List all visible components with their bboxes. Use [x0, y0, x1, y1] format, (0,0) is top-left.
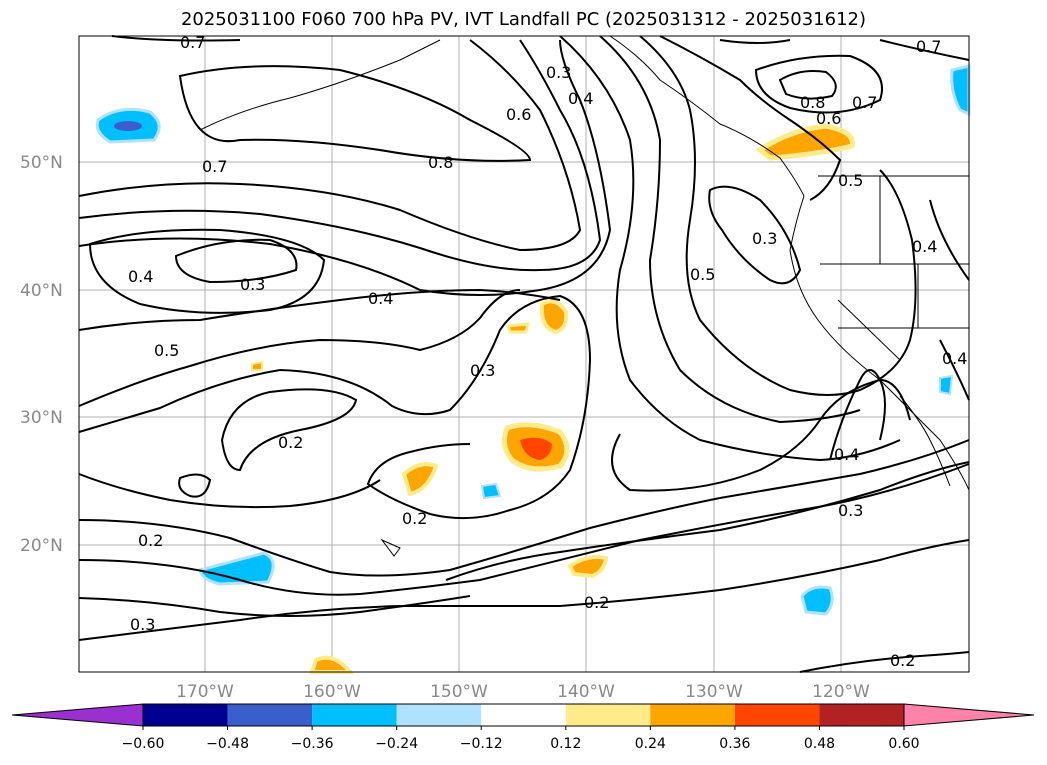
colorbar-extend-high [903, 703, 1035, 727]
contour-label: 0.3 [838, 501, 863, 520]
contour-label: 0.2 [278, 433, 303, 452]
colorbar-tick-label: 0.60 [888, 736, 919, 752]
contour-label: 0.5 [690, 265, 715, 284]
longitude-labels: 170°W 160°W 150°W 140°W 130°W 120°W [176, 682, 870, 702]
contour-label: 0.6 [816, 109, 841, 128]
contour-label: 0.2 [402, 509, 427, 528]
coastlines [199, 35, 970, 557]
lon-label: 150°W [430, 682, 488, 702]
colorbar-swatch [650, 704, 735, 726]
contour-label: 0.3 [470, 361, 495, 380]
colorbar-tick-label: 0.36 [719, 736, 750, 752]
contour-label: 0.4 [942, 349, 967, 368]
colorbar-swatch [312, 704, 397, 726]
colorbar-tick-label: −0.48 [206, 736, 249, 752]
latitude-labels: 50°N 40°N 30°N 20°N [20, 153, 63, 556]
contour-label: 0.5 [838, 171, 863, 190]
contour-label: 0.7 [852, 93, 877, 112]
lon-label: 170°W [176, 682, 234, 702]
lon-label: 160°W [303, 682, 361, 702]
map-title: 2025031100 F060 700 hPa PV, IVT Landfall… [180, 9, 867, 30]
colorbar-tick-label: 0.48 [804, 736, 835, 752]
colorbar-swatch [143, 704, 228, 726]
lat-label: 50°N [20, 153, 63, 173]
colorbar-tick-label: −0.24 [375, 736, 418, 752]
colorbar-frame [142, 703, 905, 727]
contour-label: 0.4 [368, 289, 393, 308]
colorbar-tick-label: 0.24 [635, 736, 666, 752]
contour-label: 0.3 [752, 229, 777, 248]
map-panel: 0.7 0.7 0.3 0.4 0.6 0.8 0.8 0.7 0.7 0.6 … [78, 33, 971, 674]
colorbar-swatch [396, 704, 482, 726]
contour-label: 0.8 [800, 93, 825, 112]
colorbar: −0.60 −0.48 −0.36 −0.24 −0.12 0.12 0.24 0.36 0.4… [11, 703, 1035, 752]
contour-label: 0.3 [546, 63, 571, 82]
colorbar-tick-label: −0.60 [122, 736, 165, 752]
contour-label: 0.8 [428, 153, 453, 172]
colorbar-extend-low [11, 703, 144, 727]
colorbar-tick-label: −0.36 [291, 736, 334, 752]
contour-label: 0.4 [568, 89, 593, 108]
contour-label: 0.2 [890, 651, 915, 670]
contour-label: 0.7 [180, 33, 205, 52]
contours [78, 35, 970, 673]
contour-label: 0.2 [138, 531, 163, 550]
colorbar-swatch [734, 704, 820, 726]
lat-label: 30°N [20, 408, 63, 428]
colorbar-swatch [819, 704, 904, 726]
lat-label: 20°N [20, 536, 63, 556]
contour-label: 0.3 [130, 615, 155, 634]
contour-labels: 0.7 0.7 0.3 0.4 0.6 0.8 0.8 0.7 0.7 0.6 … [128, 33, 967, 670]
contour-label: 0.2 [584, 593, 609, 612]
lat-label: 40°N [20, 281, 63, 301]
colorbar-tick-label: 0.12 [550, 736, 581, 752]
contour-label: 0.4 [834, 445, 859, 464]
contour-label: 0.5 [154, 341, 179, 360]
contour-label: 0.7 [202, 157, 227, 176]
lon-label: 130°W [685, 682, 743, 702]
colorbar-swatch [565, 704, 651, 726]
colorbar-swatch [481, 704, 566, 726]
lon-label: 120°W [812, 682, 870, 702]
contour-label: 0.4 [128, 267, 153, 286]
lon-label: 140°W [557, 682, 615, 702]
contour-label: 0.7 [916, 37, 941, 56]
colorbar-swatch [227, 704, 313, 726]
colorbar-tick-label: −0.12 [460, 736, 503, 752]
contour-label: 0.4 [912, 237, 937, 256]
contour-label: 0.6 [506, 105, 531, 124]
contour-label: 0.3 [240, 275, 265, 294]
